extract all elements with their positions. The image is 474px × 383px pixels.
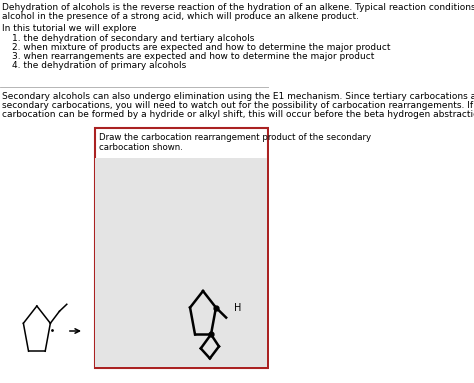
Text: 2. when mixture of products are expected and how to determine the major product: 2. when mixture of products are expected… — [12, 43, 391, 52]
Text: carbocation shown.: carbocation shown. — [99, 143, 182, 152]
Bar — [95, 158, 267, 367]
Text: alcohol in the presence of a strong acid, which will produce an alkene product.: alcohol in the presence of a strong acid… — [2, 12, 359, 21]
Text: Secondary alcohols can also undergo elimination using the E1 mechanism. Since te: Secondary alcohols can also undergo elim… — [2, 92, 474, 101]
Text: secondary carbocations, you will need to watch out for the possibility of carboc: secondary carbocations, you will need to… — [2, 101, 474, 110]
Text: H: H — [234, 303, 241, 313]
Text: carbocation can be formed by a hydride or alkyl shift, this will occur before th: carbocation can be formed by a hydride o… — [2, 110, 474, 119]
Text: 3. when rearrangements are expected and how to determine the major product: 3. when rearrangements are expected and … — [12, 52, 375, 61]
Text: 4. the dehydration of primary alcohols: 4. the dehydration of primary alcohols — [12, 61, 187, 70]
Text: 1. the dehydration of secondary and tertiary alcohols: 1. the dehydration of secondary and tert… — [12, 34, 255, 43]
Text: Draw the carbocation rearrangement product of the secondary: Draw the carbocation rearrangement produ… — [99, 133, 371, 142]
Text: In this tutorial we will explore: In this tutorial we will explore — [2, 24, 136, 33]
Text: Dehydration of alcohols is the reverse reaction of the hydration of an alkene. T: Dehydration of alcohols is the reverse r… — [2, 3, 474, 12]
Bar — [95, 128, 268, 368]
